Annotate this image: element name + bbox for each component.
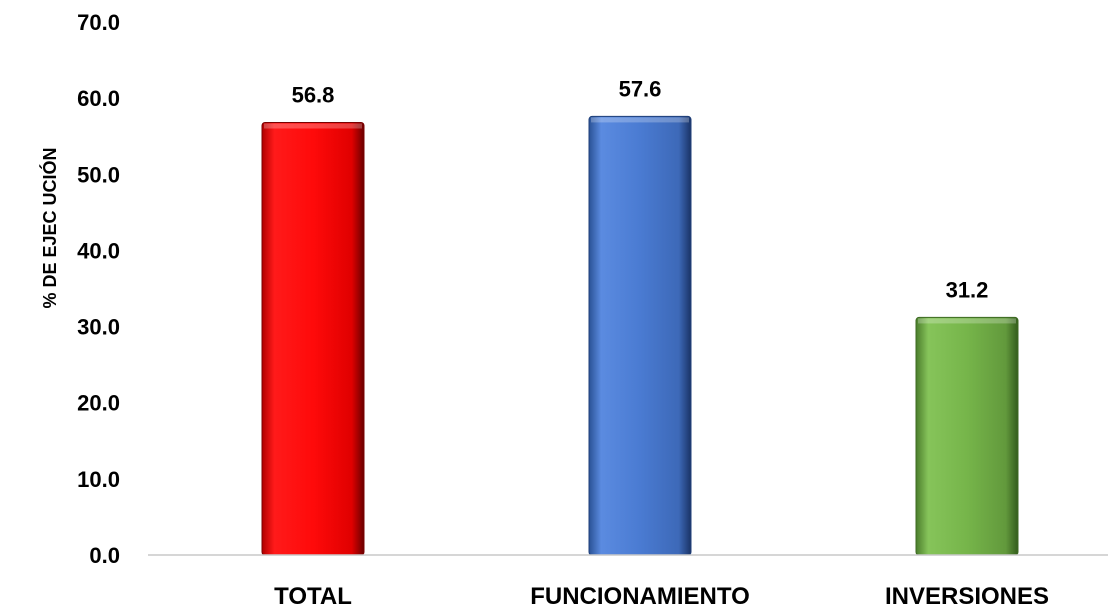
bar: [915, 316, 1019, 556]
x-category-label: FUNCIONAMIENTO: [530, 583, 750, 608]
x-category-label: INVERSIONES: [885, 583, 1049, 608]
bar-top-bevel: [264, 123, 362, 129]
bars-group: [261, 115, 1019, 556]
bar-top-bevel: [591, 117, 689, 123]
data-labels-group: 56.8 57.6 31.2: [292, 76, 989, 302]
data-label: 31.2: [946, 277, 989, 302]
y-tick-label: 30.0: [77, 315, 120, 340]
y-tick-label: 70.0: [77, 10, 120, 35]
bar-top-bevel: [918, 318, 1016, 324]
y-tick-label: 50.0: [77, 162, 120, 187]
x-axis-labels: TOTAL FUNCIONAMIENTO INVERSIONES: [274, 583, 1049, 610]
y-tick-label: 60.0: [77, 86, 120, 111]
y-axis-ticks: 0.0 10.0 20.0 30.0 40.0 50.0 60.0 70.0: [77, 10, 120, 568]
bar: [588, 115, 692, 556]
data-label: 56.8: [292, 83, 335, 108]
bar: [261, 122, 365, 556]
y-tick-label: 20.0: [77, 391, 120, 416]
data-label: 57.6: [619, 76, 662, 101]
y-tick-label: 0.0: [89, 543, 120, 568]
y-tick-label: 40.0: [77, 238, 120, 263]
x-category-label: TOTAL: [274, 583, 352, 608]
y-axis-title: % DE EJEC UCIÓN: [39, 147, 60, 308]
y-tick-label: 10.0: [77, 467, 120, 492]
